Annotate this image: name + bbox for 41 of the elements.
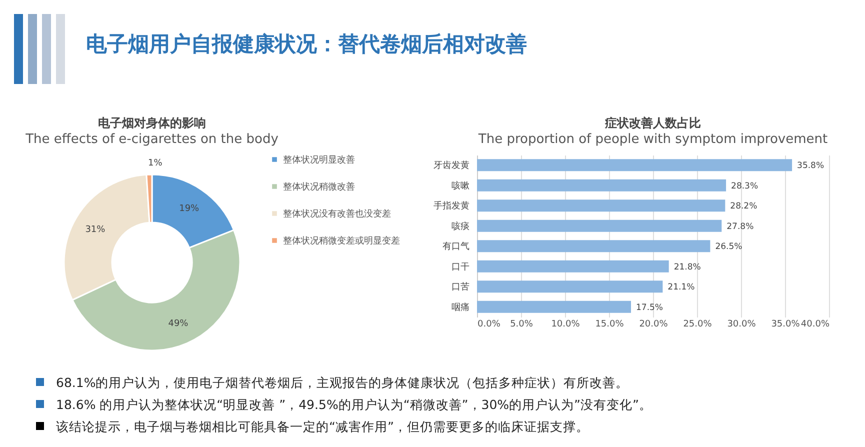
data-label: 31%	[85, 224, 106, 235]
y-tick-label: 口干	[452, 262, 470, 272]
text: 该结论提示，电子烟与卷烟相比可能具备一定的“减害作用”，但仍需要更多的临床证据支撑。	[56, 419, 589, 434]
data-label: 1%	[148, 158, 163, 169]
chart-title: 电子烟对身体的影响	[98, 116, 206, 130]
x-tick-label: 25.0%	[683, 320, 712, 330]
y-tick-label: 咳痰	[452, 220, 470, 232]
legend-label: 整体状况明显改善	[283, 154, 355, 166]
y-tick-label: 咽痛	[452, 302, 470, 313]
data-label: 19%	[179, 204, 200, 214]
text: 18.6% 的用户认为整体状况“明显改善 ”，49.5%的用户认为“稍微改善”，30%的用户认为”没有变化”。	[56, 397, 652, 412]
x-tick-label: 5.0%	[510, 320, 534, 330]
x-tick-label: 20.0%	[639, 320, 668, 330]
legend-label: 整体状况稍微变差或明显变差	[283, 236, 400, 246]
legend-label: 整体状况稍微改善	[283, 182, 355, 192]
text: 电子烟用户自报健康状况：替代卷烟后相对改善	[86, 31, 527, 58]
y-tick-label: 牙齿发黄	[434, 160, 470, 172]
legend-label: 整体状况没有改善也没变差	[283, 208, 391, 220]
data-label: 17.5%	[636, 302, 664, 313]
text: 68.1%的用户认为，使用电子烟替代卷烟后，主观报告的身体健康状况（包括多种症状）有所改善。	[56, 375, 629, 390]
y-tick-label: 有口气	[442, 241, 470, 252]
data-label: 49%	[168, 319, 189, 330]
data-label: 27.8%	[726, 222, 754, 232]
y-tick-label: 口苦	[452, 282, 470, 293]
chart-subtitle: The proportion of people with symptom improvement	[477, 132, 828, 147]
x-tick-label: 15.0%	[595, 320, 624, 330]
chart-subtitle: The effects of e-cigarettes on the body	[24, 132, 279, 147]
data-label: 28.3%	[731, 181, 758, 192]
data-label: 28.2%	[730, 202, 758, 212]
x-tick-label: 0.0%	[478, 320, 501, 330]
x-tick-label: 40.0%	[800, 320, 830, 330]
x-tick-label: 35.0%	[771, 320, 800, 330]
x-tick-label: 10.0%	[551, 320, 580, 330]
x-tick-label: 30.0%	[727, 320, 756, 330]
data-label: 35.8%	[797, 161, 824, 172]
y-tick-label: 手指发黄	[434, 200, 470, 212]
data-label: 26.5%	[715, 242, 742, 252]
y-tick-label: 咳嗽	[452, 180, 470, 192]
data-label: 21.1%	[668, 282, 695, 293]
chart-title: 症状改善人数占比	[604, 116, 701, 130]
data-label: 21.8%	[674, 262, 701, 272]
